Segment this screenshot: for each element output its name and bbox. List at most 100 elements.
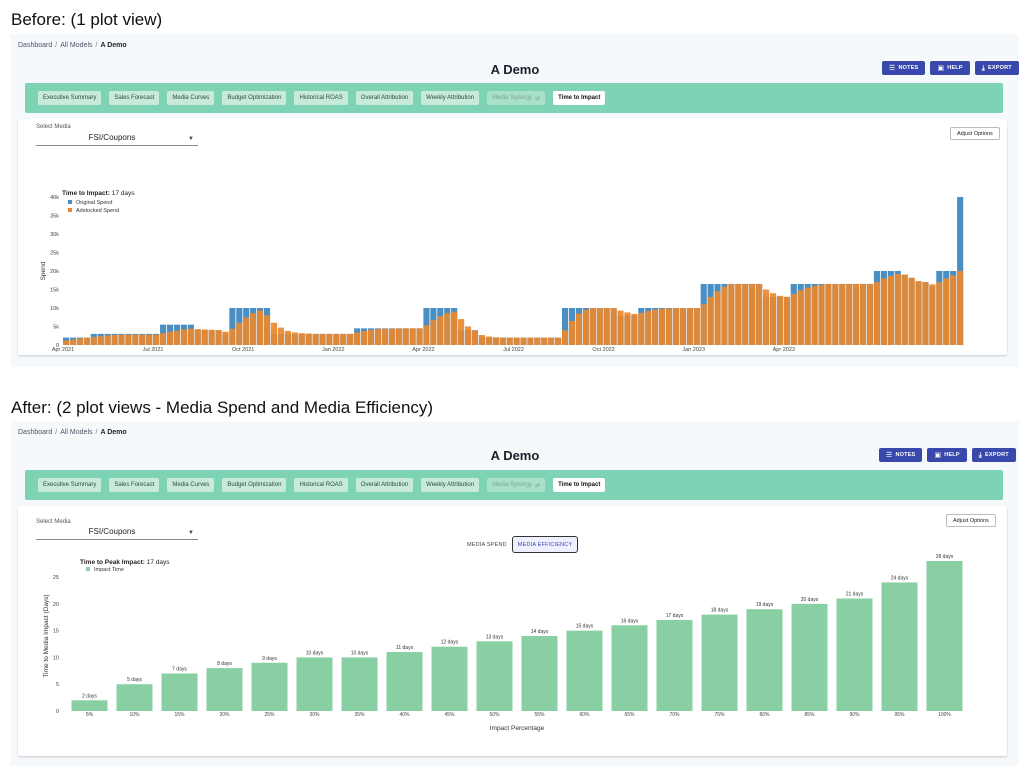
chart-title-bold: Time to Impact: — [62, 190, 110, 197]
adjust-options-button[interactable]: Adjust Options — [946, 514, 996, 527]
impact-bar — [386, 652, 423, 711]
adstocked-spend-bar — [215, 330, 222, 345]
adjust-options-button[interactable]: Adjust Options — [950, 127, 1000, 140]
adstocked-spend-bar — [936, 282, 943, 345]
adstocked-spend-bar — [520, 337, 527, 345]
x-tick-label: Apr 2023 — [773, 347, 795, 353]
media-select[interactable]: FSI/Coupons ▼ — [36, 527, 198, 540]
chart-title: Time to Peak Impact: 17 days — [80, 559, 170, 566]
adstocked-spend-bar — [194, 329, 201, 345]
adstocked-spend-bar — [166, 331, 174, 345]
breadcrumb-current: A Demo — [100, 429, 127, 436]
adstocked-spend-bar — [208, 329, 215, 345]
x-tick-label: 55% — [534, 712, 545, 718]
plot-view-toggle: MEDIA SPEND MEDIA EFFICIENCY — [462, 536, 579, 553]
x-axis-label: Impact Percentage — [490, 725, 545, 732]
page-title: A Demo — [490, 62, 540, 77]
adstocked-spend-bar — [305, 333, 312, 345]
adstocked-spend-bar — [804, 287, 811, 345]
help-button[interactable]: ▣ HELP — [927, 448, 967, 462]
impact-bar — [296, 657, 333, 711]
help-button[interactable]: ▣ HELP — [930, 61, 970, 75]
y-axis-label: Time to Media Impact (Days) — [43, 594, 50, 677]
y-tick-label: 20 — [53, 602, 59, 608]
tab-budget-optimization[interactable]: Budget Optimization — [222, 91, 287, 105]
tab-executive-summary[interactable]: Executive Summary — [38, 91, 102, 105]
tab-historical-roas[interactable]: Historical ROAS — [294, 91, 348, 105]
adstocked-spend-bar — [90, 336, 97, 345]
y-tick-label: 25k — [50, 251, 59, 257]
adstocked-spend-bar — [679, 308, 686, 345]
export-button[interactable]: ⤓ EXPORT — [971, 448, 1016, 462]
adstocked-spend-bar — [596, 308, 603, 345]
adstocked-spend-bar — [735, 283, 742, 345]
notes-button[interactable]: ☰ NOTES — [882, 61, 926, 75]
adstocked-spend-bar — [728, 283, 735, 345]
bar-data-label: 21 days — [846, 592, 864, 598]
impact-chart: 0 5 10 15 20 25 2 days 5% 5 days 10% 7 days 15% 8 da… — [43, 554, 963, 732]
bar-data-label: 8 days — [217, 661, 232, 667]
tab-budget-optimization[interactable]: Budget Optimization — [222, 478, 287, 492]
tab-sales-forecast[interactable]: Sales Forecast — [109, 478, 160, 492]
x-tick-label: 20% — [219, 712, 230, 718]
adstocked-spend-bar — [943, 278, 950, 345]
notes-button[interactable]: ☰ NOTES — [879, 448, 923, 462]
adstocked-spend-bar — [541, 337, 548, 345]
media-select[interactable]: FSI/Coupons ▼ — [36, 133, 198, 146]
tab-overall-attribution[interactable]: Overall Attribution — [355, 91, 414, 105]
tab-media-curves[interactable]: Media Curves — [167, 91, 215, 105]
export-button[interactable]: ⤓ EXPORT — [974, 61, 1019, 75]
tab-weekly-attribution[interactable]: Weekly Attribution — [421, 91, 480, 105]
tab-executive-summary[interactable]: Executive Summary — [38, 478, 102, 492]
y-tick-label: 15 — [53, 629, 59, 635]
synergy-icon: ⇄ — [535, 95, 541, 102]
adstocked-spend-bar — [395, 328, 402, 345]
impact-bar — [566, 630, 603, 711]
impact-bar — [656, 619, 693, 711]
x-tick-label: 65% — [624, 712, 635, 718]
chart-title-value: 17 days — [145, 559, 170, 566]
adstocked-spend-bar — [901, 274, 908, 345]
adstocked-spend-bar — [257, 310, 264, 345]
breadcrumb-all-models[interactable]: All Models — [60, 42, 93, 49]
bar-data-label: 19 days — [756, 602, 774, 608]
help-label: HELP — [947, 65, 963, 71]
tab-media-curves[interactable]: Media Curves — [167, 478, 215, 492]
adstocked-spend-bar — [236, 322, 243, 345]
tab-sales-forecast[interactable]: Sales Forecast — [109, 91, 160, 105]
impact-bar — [161, 673, 198, 711]
tab-overall-attribution[interactable]: Overall Attribution — [355, 478, 414, 492]
impact-bar — [431, 646, 468, 711]
adstocked-spend-bar — [652, 309, 659, 345]
adstocked-spend-bar — [361, 330, 368, 345]
nav-tabbar: Executive Summary Sales Forecast Media Cur… — [25, 470, 1003, 500]
x-tick-label: Apr 2022 — [412, 347, 434, 353]
adstocked-spend-bar — [146, 334, 153, 345]
nav-tabbar: Executive Summary Sales Forecast Media Cur… — [25, 83, 1003, 113]
breadcrumb-dashboard[interactable]: Dashboard — [18, 42, 53, 49]
media-efficiency-toggle[interactable]: MEDIA EFFICIENCY — [511, 536, 579, 553]
adstocked-spend-bar — [686, 308, 693, 345]
breadcrumb: Dashboard / All Models / A Demo — [18, 42, 127, 49]
adstocked-spend-bar — [575, 313, 583, 345]
adstocked-spend-bar — [873, 282, 881, 345]
notes-label: NOTES — [898, 65, 919, 71]
media-spend-toggle[interactable]: MEDIA SPEND — [467, 541, 507, 548]
breadcrumb-all-models[interactable]: All Models — [60, 429, 93, 436]
y-tick-label: 30k — [50, 232, 59, 238]
adstocked-spend-bar — [513, 337, 520, 345]
tab-time-to-impact[interactable]: Time to Impact — [553, 478, 606, 492]
breadcrumb-dashboard[interactable]: Dashboard — [18, 429, 53, 436]
x-tick-label: 75% — [714, 712, 725, 718]
bar-data-label: 7 days — [172, 667, 187, 673]
adstocked-spend-bar — [319, 333, 326, 345]
y-tick-label: 0 — [56, 343, 59, 349]
adstocked-spend-bar — [326, 333, 333, 345]
tab-historical-roas[interactable]: Historical ROAS — [294, 478, 348, 492]
impact-bar — [476, 641, 513, 711]
adstocked-spend-bar — [478, 335, 485, 345]
tab-time-to-impact[interactable]: Time to Impact — [553, 91, 606, 105]
header-buttons: ☰ NOTES ▣ HELP ⤓ EXPORT — [882, 61, 1019, 75]
list-icon: ☰ — [886, 451, 893, 459]
tab-weekly-attribution[interactable]: Weekly Attribution — [421, 478, 480, 492]
